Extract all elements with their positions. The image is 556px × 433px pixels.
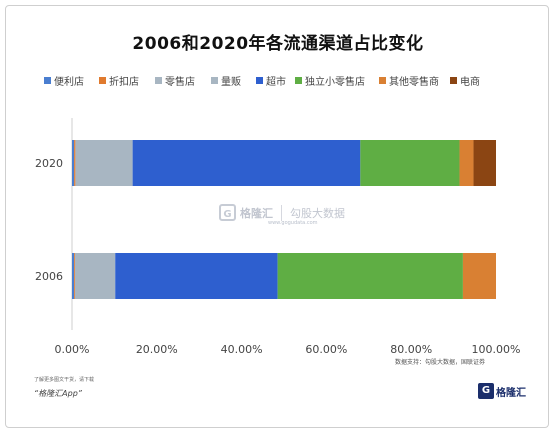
bar-segment — [277, 253, 463, 299]
brand-logo: G 格隆汇 — [478, 383, 526, 399]
x-tick-label: 40.00% — [221, 343, 263, 356]
bar-segment — [74, 253, 116, 299]
x-tick-label: 100.00% — [472, 343, 521, 356]
legend-item: 电商 — [450, 73, 480, 88]
legend-swatch — [450, 77, 457, 84]
bar-segment — [473, 140, 496, 186]
data-source: 数据支持：勾股大数据，国联证券 — [395, 359, 486, 366]
bar-segment — [360, 140, 460, 186]
bar-segment — [74, 253, 75, 299]
bar-segment — [462, 253, 496, 299]
watermark-logo-icon: G — [219, 204, 236, 221]
legend-item: 量贩 — [211, 73, 241, 88]
y-tick-label: 2006 — [35, 270, 63, 283]
brand-name: 格隆汇 — [496, 387, 526, 399]
x-tick-label: 0.00% — [55, 343, 90, 356]
watermark-brand: 格隆汇 — [240, 206, 273, 220]
app-label: “格隆汇App” — [34, 389, 82, 398]
legend-label: 超市 — [266, 77, 286, 88]
legend-label: 量贩 — [221, 77, 241, 88]
legend-label: 零售店 — [165, 77, 195, 88]
y-tick-label: 2020 — [35, 157, 63, 170]
watermark-divider — [281, 204, 282, 221]
legend-swatch — [379, 77, 386, 84]
chart-frame — [5, 5, 549, 428]
bar-segment — [115, 253, 278, 299]
watermark: G 格隆汇 勾股大数据 — [219, 204, 345, 221]
bar-segment — [132, 140, 361, 186]
legend-swatch — [44, 77, 51, 84]
bar-segment — [75, 140, 133, 186]
legend-label: 电商 — [460, 77, 480, 88]
legend-swatch — [295, 77, 302, 84]
legend-item: 独立小零售店 — [295, 73, 365, 88]
brand-g-icon: G — [478, 383, 494, 399]
legend-item: 折扣店 — [99, 73, 139, 88]
legend-item: 便利店 — [44, 73, 84, 88]
legend-item: 超市 — [256, 73, 286, 88]
x-tick-label: 20.00% — [136, 343, 178, 356]
bar-segment — [74, 140, 76, 186]
legend-swatch — [99, 77, 106, 84]
legend-item: 其他零售商 — [379, 73, 439, 88]
legend-label: 便利店 — [54, 77, 84, 88]
bar-segment — [72, 253, 75, 299]
watermark-text: 勾股大数据 — [290, 206, 345, 220]
chart-legend: 便利店 折扣店 零售店 量贩 超市 独立小零售店 其他零售商 电商 — [44, 73, 544, 89]
x-tick-label: 80.00% — [390, 343, 432, 356]
footer-note: 了解更多图文干货，请下载 — [34, 377, 95, 383]
watermark-url: www.gogudata.com — [268, 220, 318, 226]
legend-swatch — [256, 77, 263, 84]
bar-segment — [72, 140, 75, 186]
legend-item: 零售店 — [155, 73, 195, 88]
legend-label: 其他零售商 — [389, 77, 439, 88]
x-tick-label: 60.00% — [305, 343, 347, 356]
legend-label: 折扣店 — [109, 77, 139, 88]
chart-title: 2006和2020年各流通渠道占比变化 — [132, 34, 424, 54]
legend-swatch — [155, 77, 162, 84]
legend-label: 独立小零售店 — [305, 77, 365, 88]
legend-swatch — [211, 77, 218, 84]
bar-segment — [459, 140, 474, 186]
